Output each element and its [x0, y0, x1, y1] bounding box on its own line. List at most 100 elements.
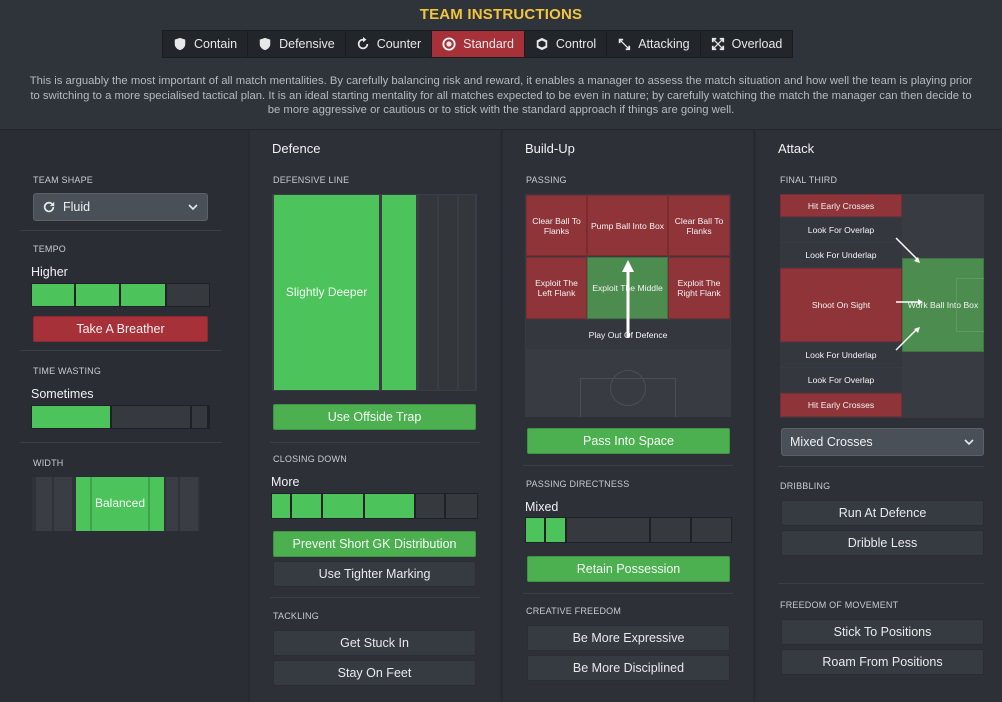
retain-possession-button[interactable]: Retain Possession	[527, 556, 730, 582]
tab-contain[interactable]: Contain	[163, 31, 249, 57]
attack-title: Attack	[778, 141, 815, 156]
time-wasting-slider[interactable]	[31, 405, 210, 429]
divider	[20, 442, 222, 443]
attacking-icon	[618, 38, 631, 51]
prevent-short-gk-distribution-button[interactable]: Prevent Short GK Distribution	[273, 531, 476, 557]
get-stuck-in-button[interactable]: Get Stuck In	[273, 630, 476, 656]
team-shape-value: Fluid	[63, 200, 91, 214]
stick-to-positions-button[interactable]: Stick To Positions	[781, 619, 984, 645]
stay-on-feet-button[interactable]: Stay On Feet	[273, 660, 476, 686]
creative-freedom-label: CREATIVE FREEDOM	[526, 606, 622, 616]
tempo-segment	[76, 284, 119, 306]
width-lane-line	[148, 477, 150, 531]
directness-segment	[526, 518, 544, 542]
exploit-right-flank-zone[interactable]: Exploit The Right Flank	[668, 257, 730, 319]
width-lane	[166, 477, 178, 531]
use-tighter-marking-button[interactable]: Use Tighter Marking	[273, 561, 476, 587]
defensive-line-band	[274, 195, 379, 390]
tempo-segment	[121, 284, 165, 306]
tab-label: Contain	[194, 37, 238, 51]
width-selector[interactable]: Balanced	[32, 477, 200, 531]
closing-segment	[365, 494, 414, 518]
look-for-overlap-top-zone[interactable]: Look For Overlap	[780, 218, 902, 242]
refresh-icon	[43, 201, 55, 213]
shoot-on-sight-zone[interactable]: Shoot On Sight	[780, 268, 902, 342]
tab-standard[interactable]: Standard	[432, 31, 525, 57]
tab-overload[interactable]: Overload	[701, 31, 793, 57]
look-for-overlap-bottom-zone[interactable]: Look For Overlap	[780, 368, 902, 392]
look-for-underlap-top-zone[interactable]: Look For Underlap	[780, 243, 902, 267]
dribble-less-button[interactable]: Dribble Less	[781, 530, 984, 556]
look-for-underlap-bottom-zone[interactable]: Look For Underlap	[780, 343, 902, 367]
closing-segment	[272, 494, 290, 518]
be-more-disciplined-button[interactable]: Be More Disciplined	[527, 655, 730, 681]
shield-icon	[259, 37, 271, 51]
run-at-defence-button[interactable]: Run At Defence	[781, 500, 984, 526]
chevron-down-icon	[964, 439, 974, 446]
divider	[20, 350, 222, 351]
clear-ball-to-flanks-right-zone[interactable]: Clear Ball To Flanks	[668, 195, 730, 256]
tab-label: Defensive	[279, 37, 335, 51]
width-lane-line	[90, 477, 92, 531]
build-up-panel: Build-Up PASSING Clear Ball To Flanks Pu…	[503, 130, 753, 702]
closing-down-slider[interactable]	[271, 493, 478, 519]
directness-segment	[567, 518, 649, 542]
closing-segment	[446, 494, 477, 518]
tempo-segment	[167, 284, 209, 306]
hit-early-crosses-top-zone[interactable]: Hit Early Crosses	[780, 194, 902, 217]
exploit-left-flank-zone[interactable]: Exploit The Left Flank	[526, 257, 587, 319]
work-ball-into-box-zone[interactable]: Work Ball Into Box	[902, 258, 984, 352]
hit-early-crosses-bottom-zone[interactable]: Hit Early Crosses	[780, 393, 902, 417]
defensive-line-selector[interactable]: Slightly Deeper	[272, 194, 477, 391]
tab-control[interactable]: Control	[525, 31, 608, 57]
tab-label: Overload	[731, 37, 783, 51]
team-shape-dropdown[interactable]: Fluid	[33, 193, 208, 221]
general-panel: TEAM SHAPE Fluid TEMPO Higher Take A Bre…	[0, 130, 248, 702]
tab-attacking[interactable]: Attacking	[607, 31, 701, 57]
width-label: WIDTH	[33, 458, 64, 468]
passing-directness-label: PASSING DIRECTNESS	[526, 479, 630, 489]
tackling-label: TACKLING	[273, 611, 319, 621]
take-a-breather-button[interactable]: Take A Breather	[33, 316, 208, 342]
tempo-slider[interactable]	[31, 283, 210, 307]
defensive-line-lane	[439, 195, 457, 390]
roam-from-positions-button[interactable]: Roam From Positions	[781, 649, 984, 675]
time-wasting-value: Sometimes	[31, 387, 94, 401]
freedom-of-movement-label: FREEDOM OF MOVEMENT	[780, 600, 899, 610]
divider	[270, 597, 480, 598]
pump-ball-into-box-zone[interactable]: Pump Ball Into Box	[587, 195, 668, 256]
defensive-line-band	[382, 195, 416, 390]
control-icon	[536, 37, 548, 51]
divider	[778, 466, 984, 467]
mentality-description: This is arguably the most important of a…	[29, 75, 973, 116]
counter-icon	[357, 37, 368, 50]
use-offside-trap-button[interactable]: Use Offside Trap	[273, 404, 476, 430]
chevron-down-icon	[188, 204, 198, 211]
closing-down-label: CLOSING DOWN	[273, 454, 347, 464]
clear-ball-to-flanks-left-zone[interactable]: Clear Ball To Flanks	[526, 195, 587, 256]
passing-arrow-icon	[622, 260, 634, 338]
divider	[523, 465, 733, 466]
pass-into-space-button[interactable]: Pass Into Space	[527, 428, 730, 454]
divider	[778, 583, 984, 584]
divider	[523, 593, 733, 594]
final-third-pitch: Hit Early Crosses Look For Overlap Look …	[780, 194, 984, 418]
directness-segment	[651, 518, 690, 542]
directness-segment	[546, 518, 565, 542]
overload-icon	[711, 37, 724, 51]
passing-directness-slider[interactable]	[525, 517, 732, 543]
defensive-line-lane	[419, 195, 437, 390]
tempo-value: Higher	[31, 265, 68, 279]
crossing-type-dropdown[interactable]: Mixed Crosses	[781, 428, 984, 456]
time-wasting-segment	[32, 406, 110, 428]
be-more-expressive-button[interactable]: Be More Expressive	[527, 625, 730, 651]
tempo-segment	[32, 284, 74, 306]
tab-defensive[interactable]: Defensive	[248, 31, 346, 57]
tab-counter[interactable]: Counter	[346, 31, 433, 57]
defensive-line-label: DEFENSIVE LINE	[273, 175, 350, 185]
mentality-tabs: Contain Defensive Counter Standard Contr…	[162, 30, 794, 58]
defence-panel: Defence DEFENSIVE LINE Slightly Deeper U…	[250, 130, 500, 702]
passing-pitch: Clear Ball To Flanks Pump Ball Into Box …	[525, 194, 731, 417]
dribbling-label: DRIBBLING	[780, 481, 831, 491]
defensive-line-value: Slightly Deeper	[285, 285, 368, 299]
